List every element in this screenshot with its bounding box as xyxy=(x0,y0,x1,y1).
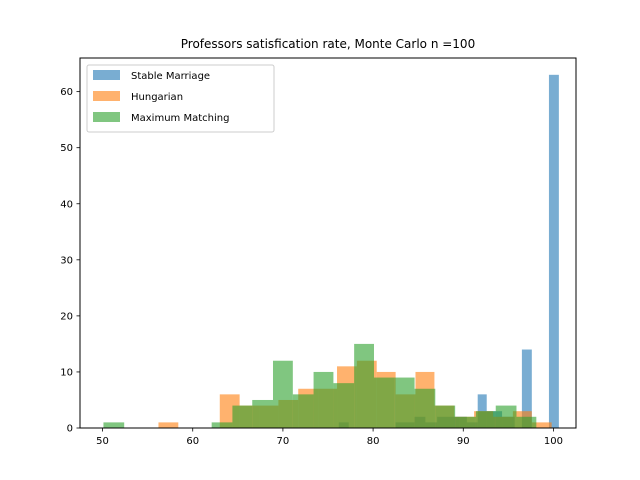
series-2 xyxy=(103,343,537,428)
histogram-bar xyxy=(414,388,436,428)
histogram-bar xyxy=(313,371,334,428)
histogram-bar xyxy=(531,422,552,428)
histogram-bar xyxy=(495,405,517,428)
chart-title: Professors satisfication rate, Monte Car… xyxy=(181,37,475,51)
histogram-bar xyxy=(103,422,125,428)
x-tick-label: 70 xyxy=(277,436,290,447)
histogram-bar xyxy=(475,411,496,428)
legend-swatch xyxy=(93,91,120,101)
histogram-bar xyxy=(548,74,559,428)
legend-box xyxy=(86,64,275,133)
legend-swatch xyxy=(93,112,120,122)
y-tick-label: 0 xyxy=(67,424,73,435)
histogram-bar xyxy=(252,399,273,428)
y-tick-label: 40 xyxy=(60,199,73,210)
legend-label: Stable Marriage xyxy=(131,71,210,82)
plot-frame xyxy=(79,57,577,429)
x-tick-label: 90 xyxy=(457,436,470,447)
x-tick-label: 100 xyxy=(544,436,563,447)
histogram-bar xyxy=(354,343,374,428)
bars-layer xyxy=(103,74,559,428)
x-tick-label: 80 xyxy=(367,436,380,447)
histogram-bar xyxy=(292,394,314,428)
x-tick-label: 60 xyxy=(186,436,199,447)
legend: Stable Marriage Hungarian Maximum Matching xyxy=(86,64,275,133)
legend-swatch xyxy=(93,70,120,80)
y-tick-label: 60 xyxy=(60,87,73,98)
histogram-bar xyxy=(394,377,415,428)
legend-label: Hungarian xyxy=(131,92,183,103)
histogram-bar xyxy=(516,416,537,428)
histogram-bar xyxy=(333,383,355,428)
histogram-bar xyxy=(435,405,456,428)
histogram-bar xyxy=(158,422,179,428)
histogram-bar xyxy=(521,349,532,428)
histogram-bar xyxy=(232,405,253,428)
histogram-bar xyxy=(272,360,293,428)
histogram-bar xyxy=(455,416,476,428)
legend-label: Maximum Matching xyxy=(131,113,229,124)
y-tick-label: 50 xyxy=(60,143,73,154)
x-tick-label: 50 xyxy=(96,436,109,447)
histogram-bar xyxy=(373,377,395,428)
y-tick-label: 30 xyxy=(60,255,73,266)
y-tick-label: 10 xyxy=(60,367,73,378)
histogram-bar xyxy=(211,422,233,428)
axes-layer: 50 60 70 80 90 100 0 10 20 30 40 50 60 xyxy=(60,57,577,447)
y-tick-label: 20 xyxy=(60,311,73,322)
